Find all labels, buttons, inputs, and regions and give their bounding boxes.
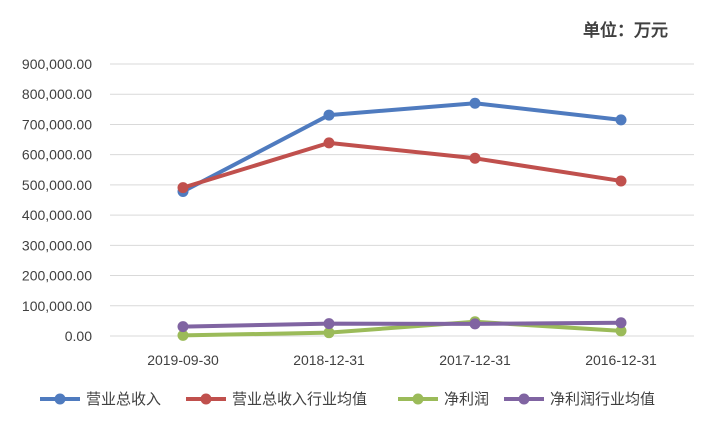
legend-swatch-marker [54,393,66,405]
x-tick-label: 2019-09-30 [147,352,219,368]
y-tick-label: 400,000.00 [22,207,92,223]
data-point [469,152,481,164]
y-tick-label: 500,000.00 [22,177,92,193]
unit-label: 单位：万元 [583,20,668,41]
y-tick-label: 900,000.00 [22,56,92,72]
legend-item: 净利润行业均值 [504,390,655,408]
legend-swatch-marker [518,393,530,405]
data-point [323,109,335,121]
x-axis-ticks: 2019-09-30 2018-12-31 2017-12-31 2016-12-31 [147,352,657,368]
data-point [615,175,627,187]
y-axis-ticks: 0.00 100,000.00 200,000.00 300,000.00 400,00… [22,56,92,344]
legend-item: 净利润 [398,390,489,408]
legend-item: 营业总收入行业均值 [186,390,367,408]
data-point [177,329,189,341]
data-point [615,114,627,126]
data-point [469,97,481,109]
y-tick-label: 600,000.00 [22,147,92,163]
data-point [615,317,627,329]
y-tick-label: 100,000.00 [22,298,92,314]
series-2 [177,316,627,341]
x-tick-label: 2016-12-31 [585,352,657,368]
series-1 [177,137,627,194]
series-line [181,320,623,329]
legend-label: 营业总收入行业均值 [232,390,367,408]
data-point [177,321,189,333]
y-tick-label: 0.00 [65,328,92,344]
x-tick-label: 2017-12-31 [439,352,511,368]
y-tick-label: 700,000.00 [22,116,92,132]
series-line [181,319,623,338]
series-lines [177,97,627,341]
data-point [615,325,627,337]
y-tick-label: 300,000.00 [22,237,92,253]
data-point [323,137,335,149]
data-point [177,182,189,194]
grid [110,63,694,337]
legend-label: 净利润 [444,390,489,408]
data-point [323,318,335,330]
data-point [469,318,481,330]
y-tick-label: 200,000.00 [22,268,92,284]
legend-label: 净利润行业均值 [550,390,655,408]
series-3 [177,317,627,333]
legend: 营业总收入 营业总收入行业均值 净利润 净利润行业均值 [40,390,655,408]
y-tick-label: 800,000.00 [22,86,92,102]
legend-swatch-marker [200,393,212,405]
series-0 [177,97,627,198]
data-point [323,327,335,339]
x-tick-label: 2018-12-31 [293,352,365,368]
series-line [181,140,623,190]
legend-label: 营业总收入 [86,390,161,408]
series-line [181,101,623,194]
legend-item: 营业总收入 [40,390,161,408]
legend-swatch-marker [412,393,424,405]
